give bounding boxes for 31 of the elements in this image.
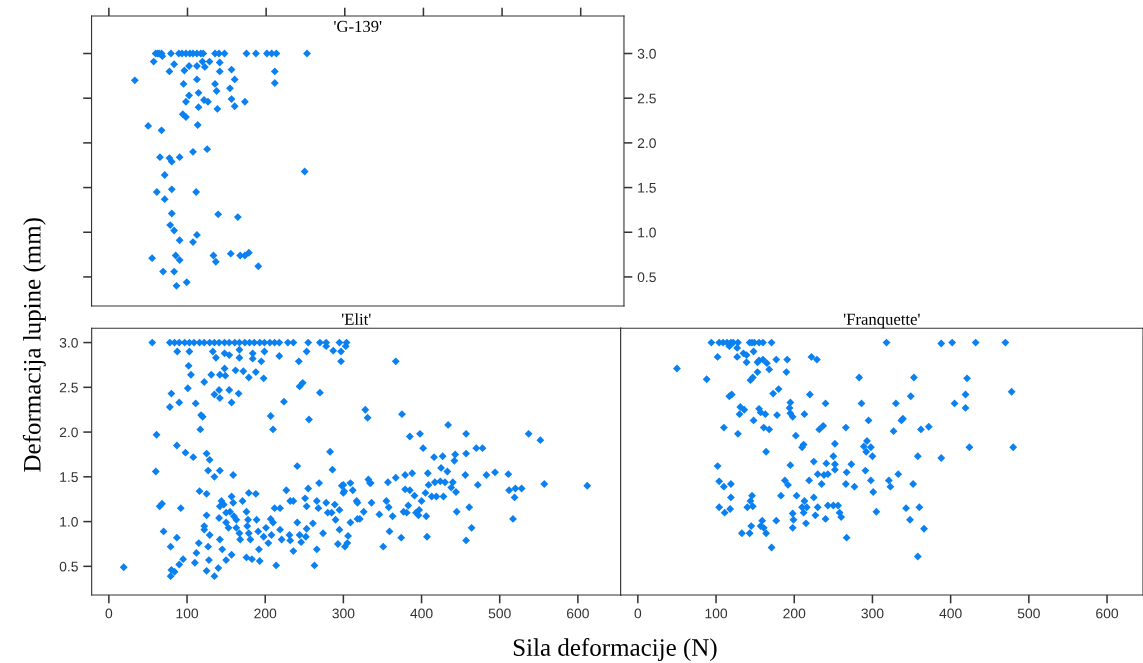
- y-tick-label: 2.5: [59, 382, 78, 393]
- x-tick-label: 400: [939, 608, 962, 619]
- x-tick-label: 100: [176, 608, 199, 619]
- y-tick-label: 0.5: [59, 561, 78, 572]
- x-tick-label: 200: [254, 608, 277, 619]
- y-tick-label: 2.5: [637, 93, 656, 104]
- x-tick-label: 600: [1096, 608, 1119, 619]
- y-tick-label: 1.0: [638, 227, 656, 238]
- x-tick-label: 300: [861, 608, 884, 619]
- x-tick-label: 400: [410, 608, 433, 619]
- x-tick-label: 0: [105, 608, 113, 619]
- chart-title: 'Franquette': [843, 313, 920, 329]
- y-tick-label: 1.5: [638, 183, 656, 193]
- x-tick-label: 600: [567, 608, 589, 619]
- y-tick-label: 0.5: [637, 272, 656, 283]
- x-tick-label: 500: [488, 608, 511, 619]
- x-tick-label: 500: [1017, 608, 1040, 619]
- y-tick-label: 3.0: [59, 337, 78, 348]
- chart-title: 'Elit': [341, 313, 371, 325]
- x-tick-label: 300: [332, 608, 355, 619]
- chart-title: 'G-139': [334, 20, 382, 33]
- y-axis-title: Deformacija lupine (mm): [22, 218, 46, 472]
- x-tick-label: 0: [634, 608, 642, 619]
- x-tick-label: 200: [783, 608, 806, 619]
- y-tick-label: 2.0: [637, 138, 656, 149]
- y-tick-label: 3.0: [637, 48, 656, 59]
- x-tick-label: 100: [705, 608, 728, 619]
- y-tick-label: 1.5: [60, 472, 78, 482]
- y-tick-label: 1.0: [60, 516, 78, 527]
- x-axis-title: Sila deformacije (N): [513, 638, 717, 662]
- y-tick-label: 2.0: [59, 427, 78, 438]
